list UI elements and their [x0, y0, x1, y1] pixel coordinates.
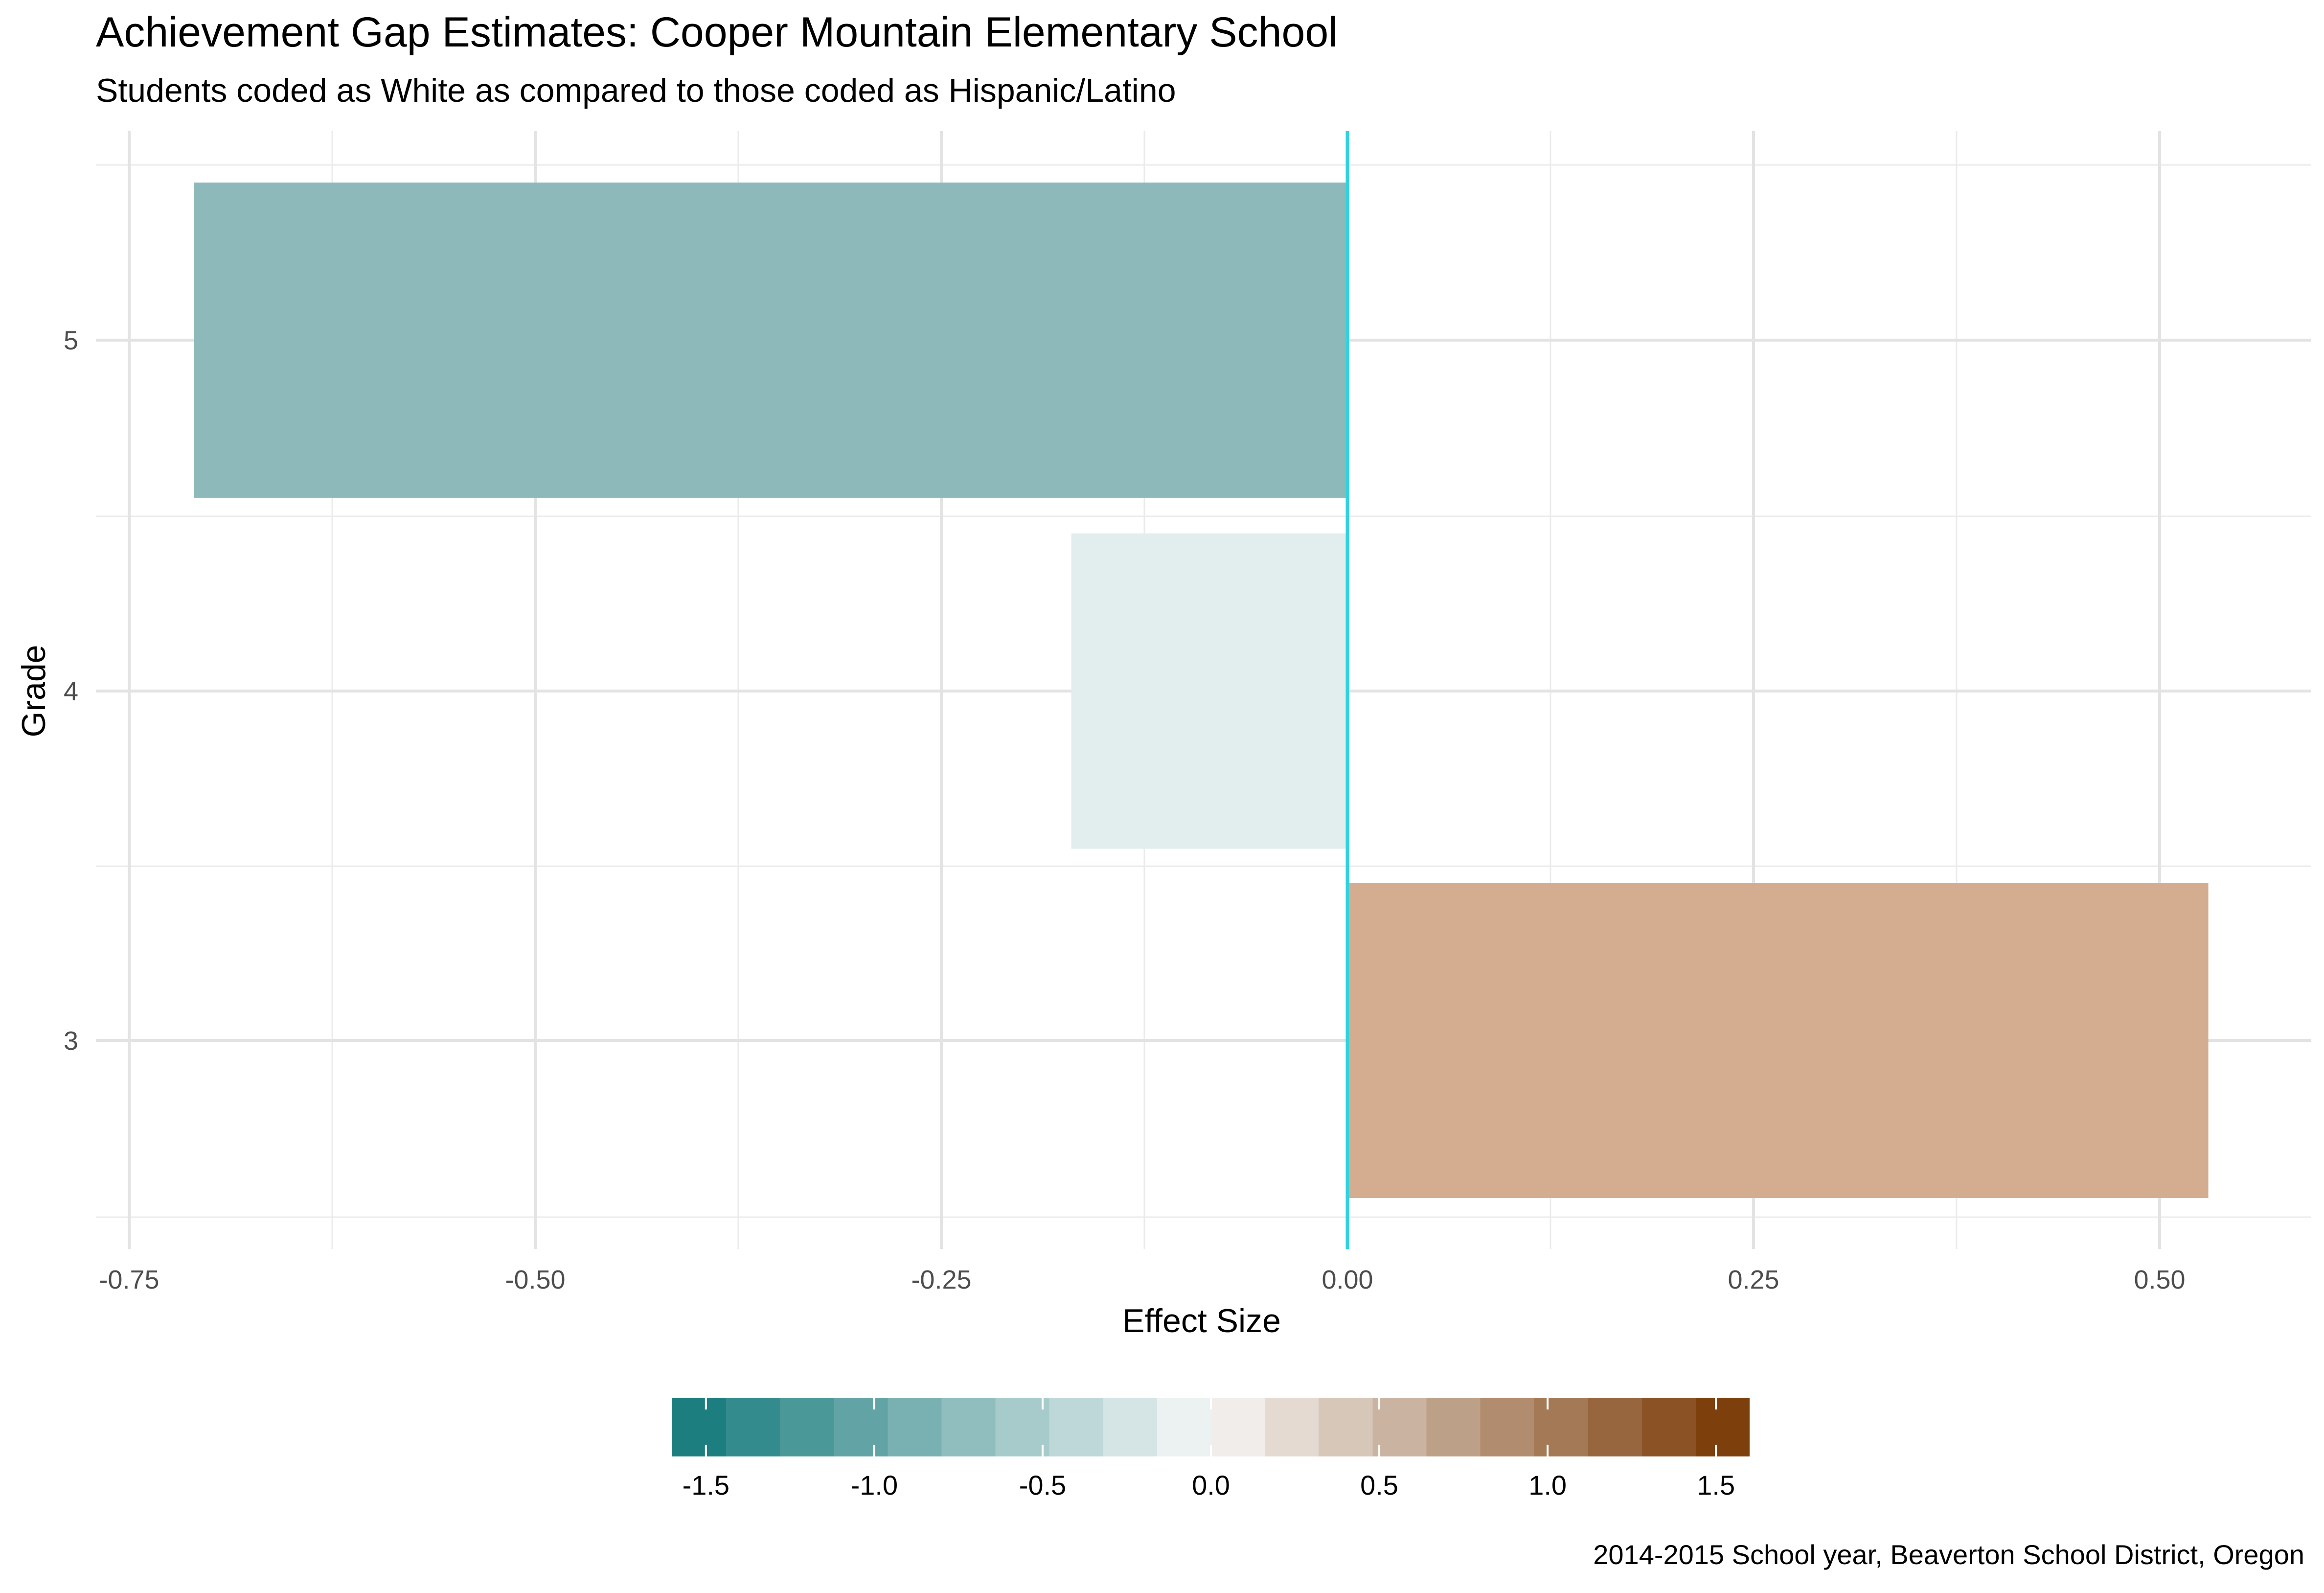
colorbar-tick-label: -0.5 — [1019, 1470, 1067, 1501]
x-tick-label: 0.25 — [1728, 1265, 1779, 1294]
x-tick-label: -0.25 — [911, 1265, 971, 1294]
chart-caption: 2014-2015 School year, Beaverton School … — [1593, 1539, 2304, 1570]
y-tick-label: 3 — [64, 1026, 78, 1056]
colorbar-tick-label: 1.5 — [1697, 1470, 1735, 1501]
x-axis-label: Effect Size — [1122, 1302, 1281, 1339]
x-tick-label: -0.50 — [505, 1265, 565, 1294]
y-tick-label: 5 — [64, 326, 78, 355]
colorbar-legend: -1.5 -1.0 -0.5 0.0 0.5 1.0 1.5 — [672, 1398, 1750, 1501]
x-tick-label: 0.50 — [2134, 1265, 2185, 1294]
chart-subtitle: Students coded as White as compared to t… — [96, 72, 1176, 109]
y-tick-labels: 3 4 5 — [64, 326, 78, 1056]
bar-grade-5 — [194, 183, 1347, 498]
x-tick-label: 0.00 — [1321, 1265, 1373, 1294]
colorbar-tick-label: 0.0 — [1192, 1470, 1230, 1501]
colorbar-tick-label: -1.0 — [851, 1470, 898, 1501]
y-axis-label: Grade — [15, 645, 52, 738]
x-tick-labels: -0.75 -0.50 -0.25 0.00 0.25 0.50 — [99, 1265, 2185, 1294]
colorbar-tick-label: 0.5 — [1360, 1470, 1398, 1501]
bars — [194, 183, 2209, 1198]
x-tick-label: -0.75 — [99, 1265, 159, 1294]
bar-grade-4 — [1071, 533, 1347, 849]
colorbar-tick-label: 1.0 — [1528, 1470, 1567, 1501]
bar-grade-3 — [1347, 883, 2209, 1198]
colorbar-tick-label: -1.5 — [683, 1470, 730, 1501]
y-tick-label: 4 — [64, 677, 78, 706]
chart-title: Achievement Gap Estimates: Cooper Mounta… — [96, 9, 1338, 56]
